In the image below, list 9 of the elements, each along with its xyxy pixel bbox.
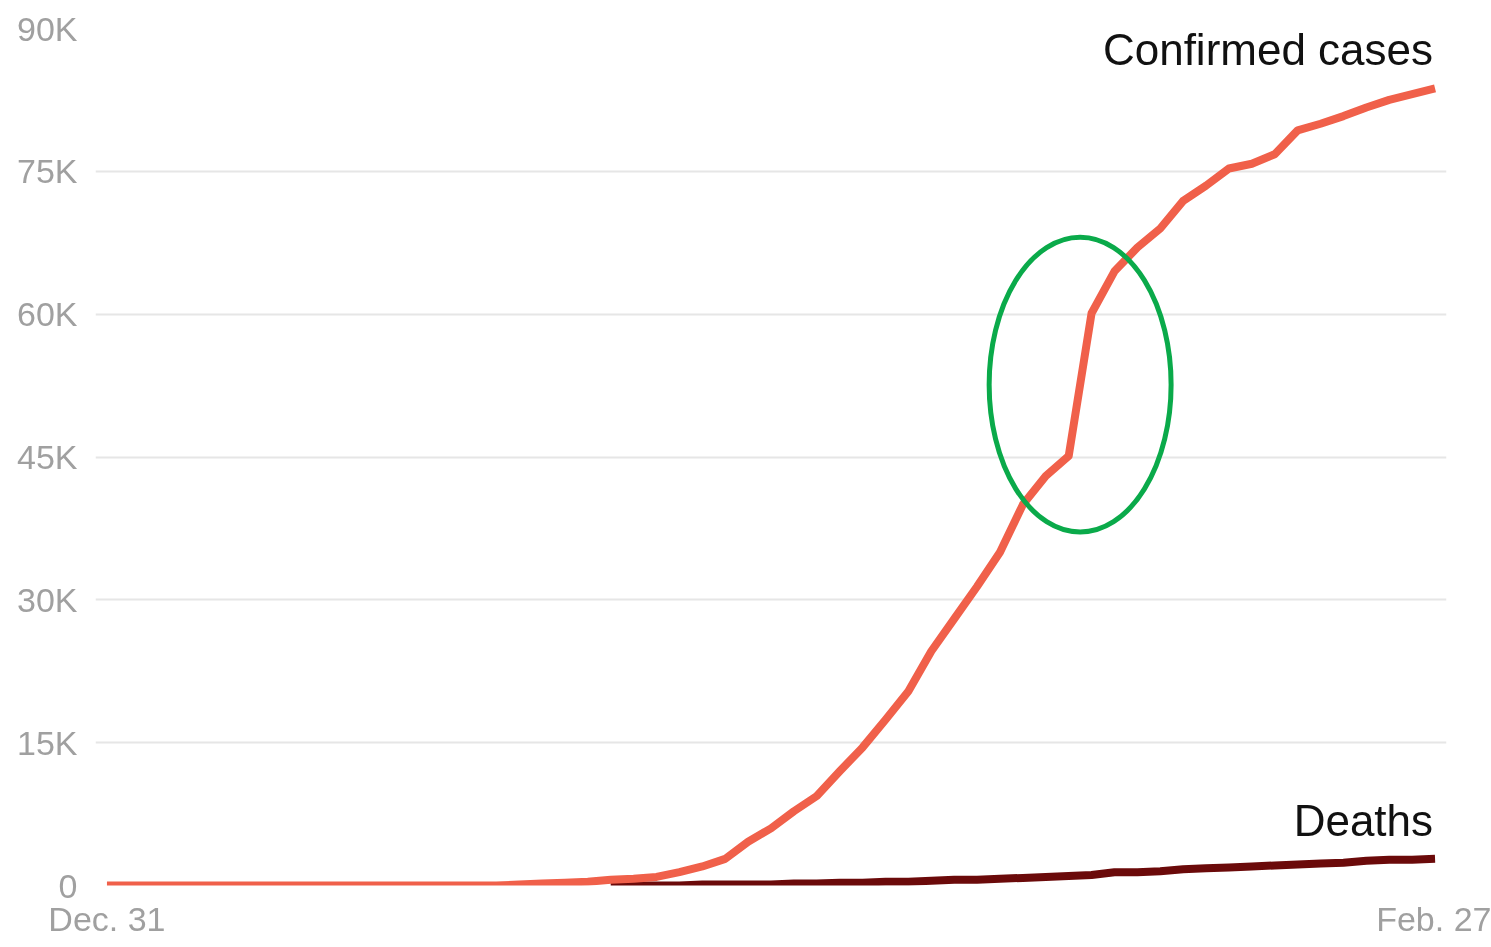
series-label: Deaths	[1293, 795, 1434, 845]
y-tick-label: 60K	[17, 295, 78, 334]
y-tick-label: 30K	[17, 580, 78, 619]
x-tick-label: Feb. 27	[1376, 899, 1491, 938]
series-label: Confirmed cases	[1102, 25, 1434, 75]
y-tick-label: 75K	[17, 152, 78, 191]
y-tick-label: 15K	[17, 723, 78, 762]
y-tick-label: 90K	[17, 9, 78, 48]
y-tick-label: 45K	[17, 438, 78, 476]
